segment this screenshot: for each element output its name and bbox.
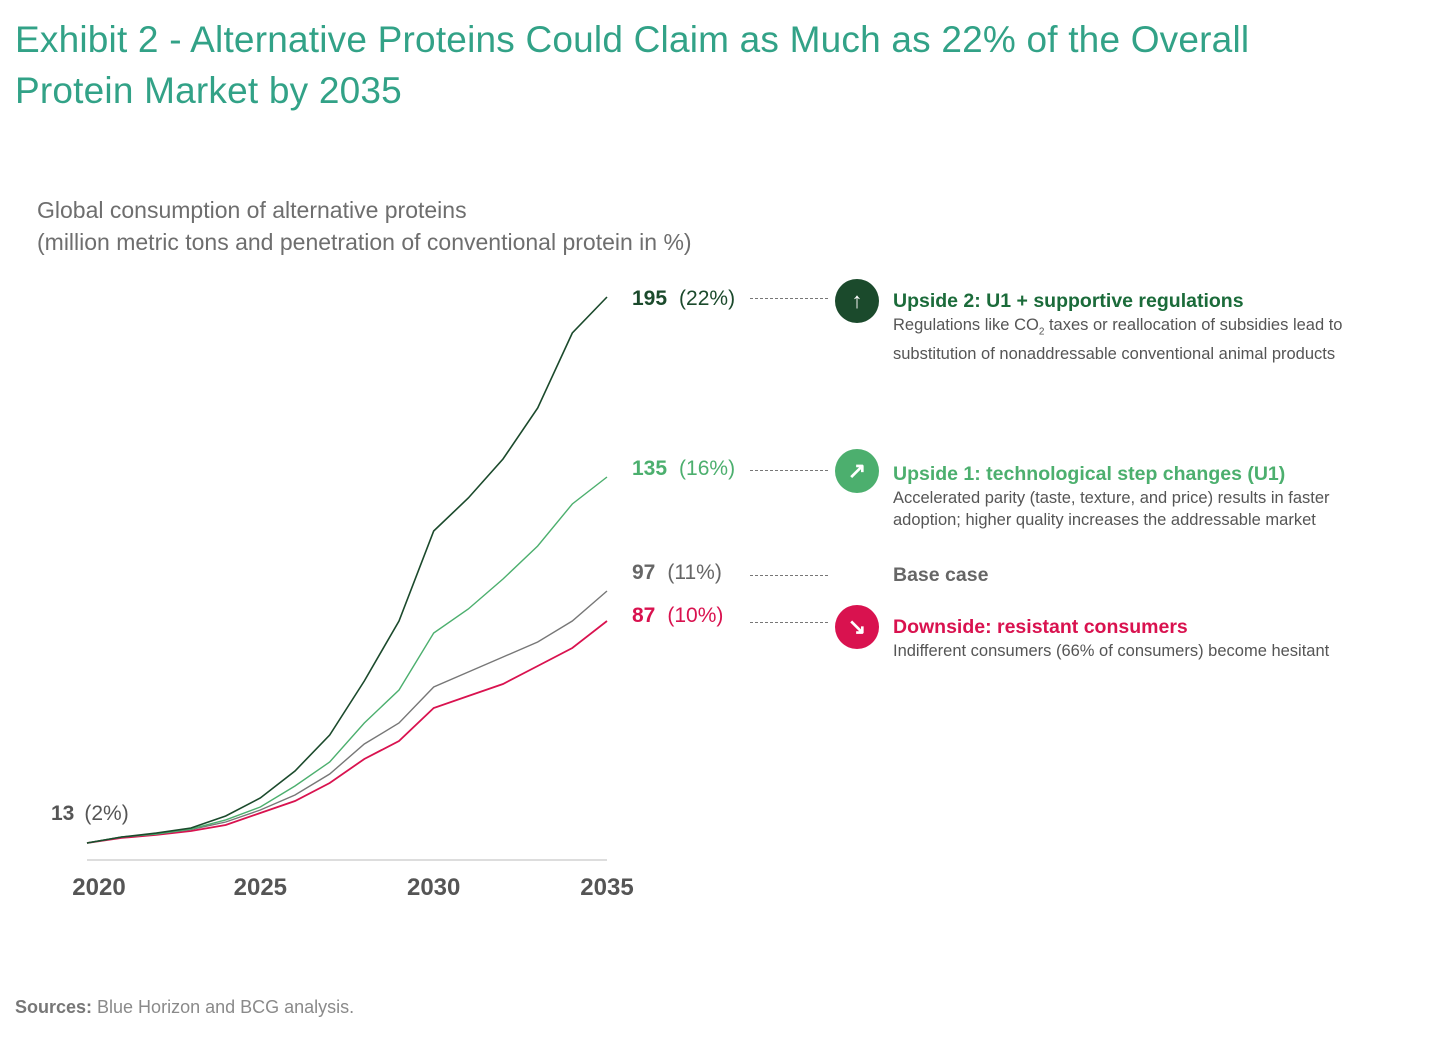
end-value: 135 bbox=[632, 457, 668, 480]
legend-description: Regulations like CO2 taxes or reallocati… bbox=[893, 314, 1393, 365]
x-tick-label: 2030 bbox=[407, 874, 460, 901]
legend-title: Upside 2: U1 + supportive regulations bbox=[893, 290, 1244, 312]
legend-title: Downside: resistant consumers bbox=[893, 616, 1188, 638]
end-pct: (11%) bbox=[667, 561, 722, 584]
x-tick-label: 2020 bbox=[72, 874, 125, 901]
arrow-down-right-icon: ↘ bbox=[835, 605, 879, 649]
end-value: 97 bbox=[632, 561, 656, 584]
end-pct: (10%) bbox=[667, 604, 724, 627]
end-pct: (22%) bbox=[679, 287, 736, 310]
end-label-upside1: 135 (16%) bbox=[632, 457, 735, 481]
legend-description: Accelerated parity (taste, texture, and … bbox=[893, 489, 1330, 529]
start-label: 13 (2%) bbox=[51, 802, 129, 826]
end-label-base: 97 (11%) bbox=[632, 561, 722, 585]
chart-subtitle: Global consumption of alternative protei… bbox=[37, 194, 692, 258]
desc-text: Regulations like CO bbox=[893, 316, 1039, 334]
arrow-up-icon: ↑ bbox=[835, 279, 879, 323]
source-text: Blue Horizon and BCG analysis. bbox=[92, 997, 355, 1017]
start-pct: (2%) bbox=[84, 802, 129, 825]
start-value: 13 bbox=[51, 802, 75, 825]
x-tick-label: 2025 bbox=[234, 874, 287, 901]
legend-downside: Downside: resistant consumers Indifferen… bbox=[893, 614, 1393, 662]
series-line-downside bbox=[86, 620, 608, 844]
series-line-base bbox=[86, 590, 608, 844]
desc-text: taxes or reallocation of subsidies lead … bbox=[893, 316, 1343, 364]
leader-line bbox=[750, 575, 828, 576]
x-tick-label: 2035 bbox=[580, 874, 633, 901]
subtitle-line-1: Global consumption of alternative protei… bbox=[37, 197, 467, 223]
leader-line bbox=[750, 622, 828, 623]
source-note: Sources: Blue Horizon and BCG analysis. bbox=[15, 997, 354, 1018]
leader-line bbox=[750, 470, 828, 471]
legend-title: Base case bbox=[893, 564, 989, 586]
legend-upside2: Upside 2: U1 + supportive regulations Re… bbox=[893, 288, 1393, 365]
legend-description: Indifferent consumers (66% of consumers)… bbox=[893, 642, 1330, 660]
source-label: Sources: bbox=[15, 997, 93, 1017]
arrow-up-right-icon: ↗ bbox=[835, 449, 879, 493]
exhibit-title: Exhibit 2 - Alternative Proteins Could C… bbox=[15, 19, 1250, 111]
end-value: 87 bbox=[632, 604, 656, 627]
legend-upside1: Upside 1: technological step changes (U1… bbox=[893, 461, 1393, 531]
end-value: 195 bbox=[632, 287, 668, 310]
end-label-upside2: 195 (22%) bbox=[632, 287, 735, 311]
end-label-downside: 87 (10%) bbox=[632, 604, 723, 628]
desc-subscript: 2 bbox=[1038, 326, 1045, 338]
legend-base: Base case bbox=[893, 562, 1393, 588]
series-line-upside1 bbox=[86, 476, 608, 844]
end-pct: (16%) bbox=[679, 457, 736, 480]
legend-title: Upside 1: technological step changes (U1… bbox=[893, 463, 1286, 485]
subtitle-line-2: (million metric tons and penetration of … bbox=[37, 229, 692, 255]
leader-line bbox=[750, 298, 828, 299]
series-line-upside2 bbox=[86, 296, 608, 844]
